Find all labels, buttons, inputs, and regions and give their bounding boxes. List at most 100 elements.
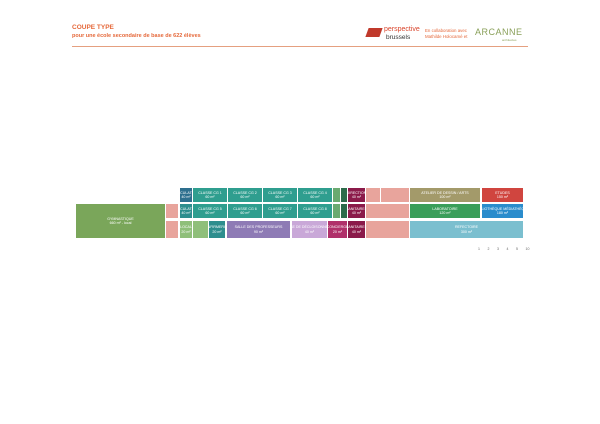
room [366,221,409,238]
room-name: LABORATOIRE [432,206,458,211]
room: CLASSE CG 7 60 m² [263,204,297,218]
room-area: 40 m² [351,211,362,215]
room-name: CLASSE CG 8 [303,206,327,211]
room-area: 60 m² [240,211,250,215]
room: CLASSE CG 5 60 m² [193,204,227,218]
room-name: INFIRMERIE [209,225,225,230]
room-name: DIRECTION [348,190,365,195]
room-area: 40 m² [304,229,315,234]
collab-line: En collaboration avec [425,28,467,33]
room-name: REFECTOIRE [454,225,479,230]
room: ETUDES 150 m² [482,188,523,202]
room-name: CIRCULATION [180,190,192,195]
room-name: CLASSE DE DÉCLOISONNEMENT [292,225,327,230]
room-area: 60 m² [310,195,320,199]
room-area: 20 m² [212,229,222,234]
room: REFECTOIRE 300 m² [410,221,523,238]
room: CIRCULATION40 m² [180,204,192,218]
room-name: SALLE DES PROFESSEURS [234,225,283,230]
room-area: 150 m² [496,195,509,199]
room-area: 40 m² [351,195,362,199]
room-area: 120 m² [439,211,451,215]
room-area: 180 m² [496,211,509,215]
room-area: 60 m² [275,195,285,199]
scale-label: 1 [478,247,480,251]
room: GYMNASTIQUE 660 m² - local [76,204,165,238]
room-name: GYMNASTIQUE [107,216,134,221]
room-name: ATELIER DE DESSIN / ARTS [421,190,469,195]
room: CLASSE CG 8 60 m² [298,204,332,218]
room [193,221,208,238]
room: SANITAIRES40 m² [348,204,365,218]
room: SALLE DES PROFESSEURS 90 m² [227,221,290,238]
rule [72,46,528,47]
room-name: CLASSE CG 7 [268,206,292,211]
room-name: SANITAIRES [348,206,365,211]
room-area: 660 m² - local [109,221,132,225]
room-name: ETUDES [495,190,510,195]
room-area: 60 m² [205,195,215,199]
room: DIRECTION40 m² [348,188,365,202]
partner: perspective [384,26,420,33]
room: LOCAL 20 m² [180,221,192,238]
room-area: 60 m² [240,195,250,199]
room-area: 20 m² [181,229,191,234]
room: CLASSE CG 4 60 m² [298,188,332,202]
partner-sub: brussels [386,34,411,41]
logo-mark [365,28,383,37]
subtitle: pour une école secondaire de base de 622… [72,33,201,39]
title: COUPE TYPE [72,24,114,31]
room: CLASSE DE DÉCLOISONNEMENT40 m² [292,221,327,238]
room: CLASSE CG 2 60 m² [228,188,262,202]
room: BIBLIOTHÈQUE MÉDIATHÈQUE180 m² [482,204,523,218]
room-area: 90 m² [253,229,264,234]
room-area: 40 m² [181,211,191,215]
room [366,188,380,202]
collab-line: Mathilde Holocamé et [425,33,468,39]
room-name: CLASSE CG 5 [198,206,222,211]
room [333,188,340,202]
collab: En collaboration avec Mathilde Holocamé … [425,28,467,39]
room: ATELIER DE DESSIN / ARTS 100 m² [410,188,480,202]
room [166,204,178,218]
room-name: CLASSE CG 3 [268,190,292,195]
scale-label: 2 [487,247,490,251]
room [366,204,409,218]
room-area: 300 m² [460,229,473,234]
room-area: 60 m² [205,211,215,215]
room-area: 40 m² [181,195,191,199]
room: CLASSE CG 1 60 m² [193,188,227,202]
room: INFIRMERIE20 m² [209,221,225,238]
room: CLASSE CG 3 60 m² [263,188,297,202]
room-name: BIBLIOTHÈQUE MÉDIATHÈQUE [482,206,523,211]
room-name: CLASSE CG 6 [233,206,257,211]
room-area: 40 m² [351,229,362,234]
room [341,188,347,202]
scale-label: 5 [516,247,518,251]
room-area: 20 m² [332,229,343,234]
room-name: CLASSE CG 2 [233,190,257,195]
room [166,221,178,238]
room-name: SANITAIRES [348,225,365,230]
room-name: CONCIERGE [328,225,347,230]
room: SANITAIRES40 m² [348,221,365,238]
scale-label: 10 [525,247,530,251]
room-area: 60 m² [310,211,320,215]
room: CIRCULATION40 m² [180,188,192,202]
room-area: 100 m² [439,195,451,199]
room-name: LOCAL [180,225,192,230]
room: CLASSE CG 6 60 m² [228,204,262,218]
room: LABORATOIRE 120 m² [410,204,480,218]
room-area: 60 m² [275,211,285,215]
scale-label: 3 [497,247,499,251]
room [341,204,347,218]
room: CONCIERGE20 m² [328,221,347,238]
logo-sub: architectes [502,38,517,42]
room-name: CIRCULATION [180,206,192,211]
room-name: CLASSE CG 1 [198,190,222,195]
logo: ARCANNE [475,27,523,37]
room [381,188,409,202]
room [333,204,340,218]
room-name: CLASSE CG 4 [303,190,327,195]
